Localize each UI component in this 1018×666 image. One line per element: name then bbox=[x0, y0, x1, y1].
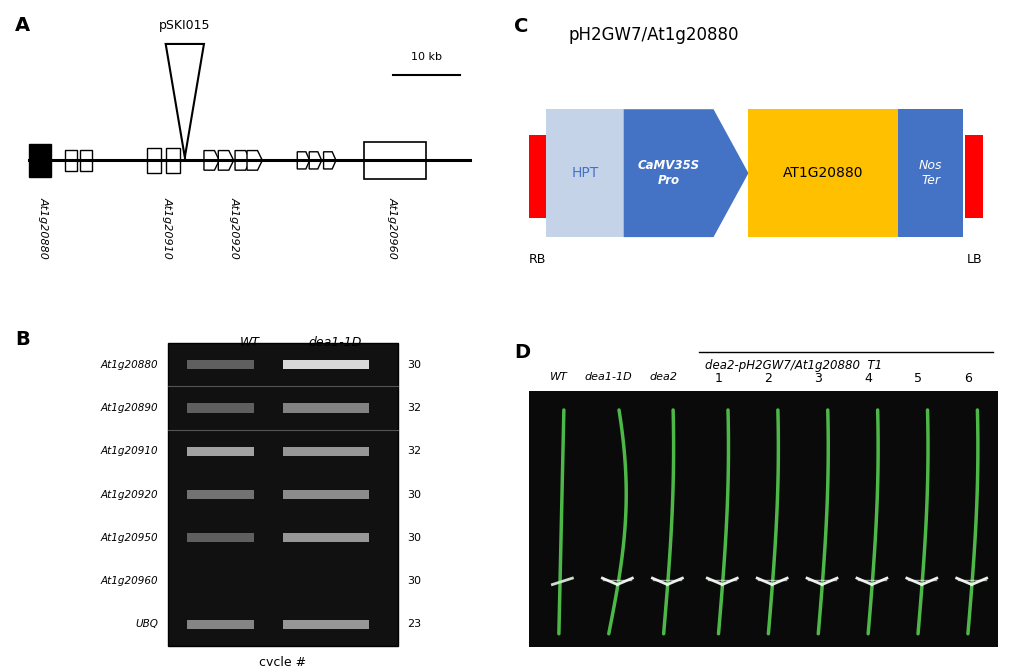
Text: 23: 23 bbox=[407, 619, 421, 629]
Text: At1g20880: At1g20880 bbox=[101, 360, 159, 370]
Text: At1g20910: At1g20910 bbox=[101, 446, 159, 456]
Text: dea2-pH2GW7/At1g20880  T1: dea2-pH2GW7/At1g20880 T1 bbox=[704, 359, 882, 372]
Text: 30: 30 bbox=[407, 533, 421, 543]
Text: CaMV35S
Pro: CaMV35S Pro bbox=[637, 159, 699, 187]
FancyBboxPatch shape bbox=[147, 148, 161, 172]
FancyBboxPatch shape bbox=[187, 360, 254, 369]
FancyBboxPatch shape bbox=[187, 490, 254, 500]
Text: 32: 32 bbox=[407, 446, 421, 456]
Text: D: D bbox=[514, 343, 530, 362]
FancyBboxPatch shape bbox=[547, 109, 624, 237]
Polygon shape bbox=[247, 151, 263, 170]
Text: dea1-1D: dea1-1D bbox=[585, 372, 632, 382]
FancyBboxPatch shape bbox=[364, 142, 427, 178]
Text: AT1G20880: AT1G20880 bbox=[783, 166, 863, 180]
Text: 2: 2 bbox=[765, 372, 773, 385]
Text: WT: WT bbox=[550, 372, 568, 382]
Text: pH2GW7/At1g20880: pH2GW7/At1g20880 bbox=[569, 26, 739, 44]
Text: 5: 5 bbox=[914, 372, 922, 385]
Text: At1g20960: At1g20960 bbox=[101, 576, 159, 586]
Text: 6: 6 bbox=[964, 372, 972, 385]
Text: B: B bbox=[15, 330, 30, 349]
Polygon shape bbox=[218, 151, 233, 170]
Text: dea1-1D: dea1-1D bbox=[308, 336, 362, 350]
FancyBboxPatch shape bbox=[529, 391, 998, 647]
Text: 32: 32 bbox=[407, 403, 421, 413]
Polygon shape bbox=[166, 44, 204, 157]
Text: 30: 30 bbox=[407, 576, 421, 586]
Polygon shape bbox=[748, 109, 898, 237]
Text: A: A bbox=[15, 17, 31, 35]
FancyBboxPatch shape bbox=[529, 135, 547, 218]
FancyBboxPatch shape bbox=[283, 490, 369, 500]
FancyBboxPatch shape bbox=[166, 148, 180, 172]
FancyBboxPatch shape bbox=[187, 446, 254, 456]
Text: 10 kb: 10 kb bbox=[411, 53, 442, 63]
Polygon shape bbox=[204, 151, 219, 170]
Text: LB: LB bbox=[966, 253, 982, 266]
Text: 3: 3 bbox=[814, 372, 823, 385]
Text: Nos
Ter: Nos Ter bbox=[919, 159, 943, 187]
FancyBboxPatch shape bbox=[283, 533, 369, 542]
Polygon shape bbox=[624, 109, 748, 237]
Text: cycle #: cycle # bbox=[260, 656, 306, 666]
Text: At1g20880: At1g20880 bbox=[39, 197, 49, 259]
FancyBboxPatch shape bbox=[283, 446, 369, 456]
Text: pSKI015: pSKI015 bbox=[159, 19, 211, 32]
Text: 1: 1 bbox=[715, 372, 723, 385]
FancyBboxPatch shape bbox=[168, 343, 398, 646]
FancyBboxPatch shape bbox=[283, 619, 369, 629]
Text: HPT: HPT bbox=[571, 166, 599, 180]
Text: WT: WT bbox=[239, 336, 260, 350]
Polygon shape bbox=[297, 152, 309, 169]
Text: UBQ: UBQ bbox=[135, 619, 159, 629]
Text: 30: 30 bbox=[407, 360, 421, 370]
Polygon shape bbox=[309, 152, 322, 169]
FancyBboxPatch shape bbox=[283, 360, 369, 369]
Text: At1g20960: At1g20960 bbox=[388, 197, 398, 259]
Polygon shape bbox=[235, 151, 250, 170]
Text: 4: 4 bbox=[864, 372, 872, 385]
Text: At1g20890: At1g20890 bbox=[101, 403, 159, 413]
FancyBboxPatch shape bbox=[187, 533, 254, 542]
Polygon shape bbox=[324, 152, 336, 169]
Polygon shape bbox=[65, 150, 77, 171]
Text: At1g20920: At1g20920 bbox=[101, 490, 159, 500]
FancyBboxPatch shape bbox=[187, 403, 254, 413]
Text: At1g20950: At1g20950 bbox=[101, 533, 159, 543]
FancyBboxPatch shape bbox=[30, 144, 51, 177]
FancyBboxPatch shape bbox=[187, 619, 254, 629]
Text: RB: RB bbox=[529, 253, 547, 266]
Text: C: C bbox=[514, 17, 528, 35]
FancyBboxPatch shape bbox=[283, 403, 369, 413]
FancyBboxPatch shape bbox=[965, 135, 982, 218]
Text: dea2: dea2 bbox=[649, 372, 678, 382]
FancyBboxPatch shape bbox=[898, 109, 963, 237]
Text: At1g20910: At1g20910 bbox=[163, 197, 173, 259]
Text: At1g20920: At1g20920 bbox=[230, 197, 240, 259]
Polygon shape bbox=[79, 150, 92, 171]
Text: 30: 30 bbox=[407, 490, 421, 500]
